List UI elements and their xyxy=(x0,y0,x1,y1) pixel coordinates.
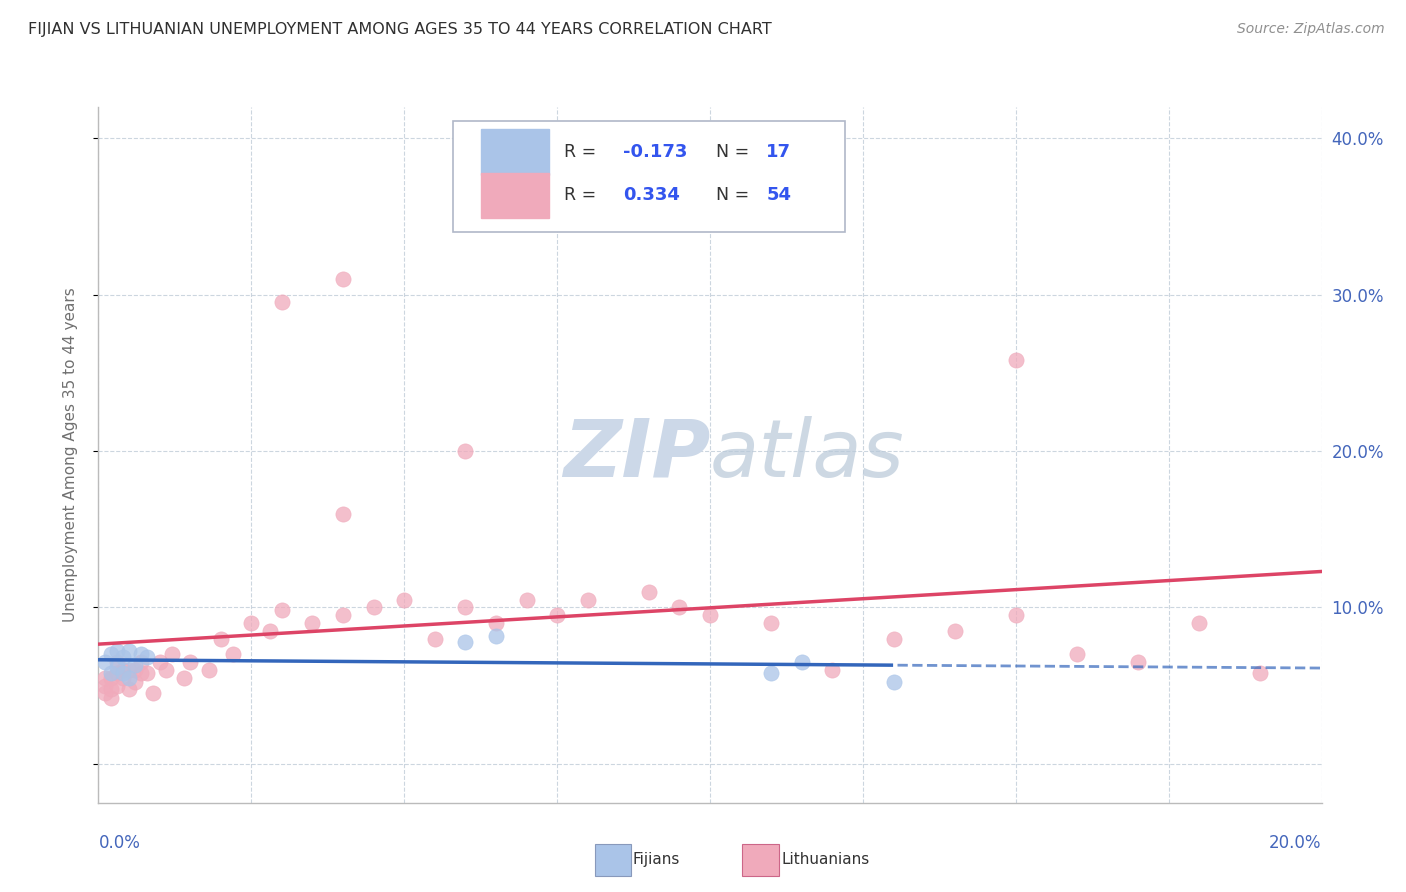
Point xyxy=(100,666,122,681)
Point xyxy=(129,655,152,669)
Point xyxy=(136,650,159,665)
Point xyxy=(516,592,538,607)
Point xyxy=(576,592,599,607)
Point xyxy=(111,663,134,677)
Text: Lithuanians: Lithuanians xyxy=(782,853,870,867)
Point xyxy=(699,608,721,623)
Text: FIJIAN VS LITHUANIAN UNEMPLOYMENT AMONG AGES 35 TO 44 YEARS CORRELATION CHART: FIJIAN VS LITHUANIAN UNEMPLOYMENT AMONG … xyxy=(28,22,772,37)
Point xyxy=(129,647,152,661)
Point xyxy=(637,584,661,599)
Point xyxy=(93,679,115,693)
Text: 54: 54 xyxy=(766,186,792,204)
Text: -0.173: -0.173 xyxy=(623,143,688,161)
Point xyxy=(118,644,141,658)
Point xyxy=(485,628,508,642)
Point xyxy=(118,663,141,677)
Point xyxy=(883,632,905,646)
Point xyxy=(100,691,122,706)
Point xyxy=(423,632,446,646)
Point xyxy=(240,615,263,630)
Text: N =: N = xyxy=(706,143,755,161)
Point xyxy=(100,681,122,696)
Point xyxy=(124,658,146,673)
Point xyxy=(111,671,134,685)
Point xyxy=(270,295,292,310)
Point xyxy=(173,671,195,685)
Point xyxy=(105,666,128,681)
Point xyxy=(160,647,183,661)
FancyBboxPatch shape xyxy=(481,173,548,219)
Point xyxy=(270,603,292,617)
Text: Fijians: Fijians xyxy=(633,853,681,867)
Point xyxy=(1004,353,1026,368)
Point xyxy=(1004,608,1026,623)
Point xyxy=(105,644,128,658)
Point xyxy=(118,681,141,696)
Point xyxy=(363,600,385,615)
Point xyxy=(332,507,354,521)
Point xyxy=(1128,655,1150,669)
Point xyxy=(209,632,232,646)
Point xyxy=(100,647,122,661)
Point xyxy=(454,444,477,458)
Point xyxy=(301,615,323,630)
Point xyxy=(668,600,690,615)
Point xyxy=(485,615,508,630)
Point xyxy=(105,660,128,674)
Point xyxy=(943,624,966,638)
Point xyxy=(93,686,115,700)
Text: R =: R = xyxy=(564,143,602,161)
Point xyxy=(118,671,141,685)
Point xyxy=(136,666,159,681)
Point xyxy=(883,675,905,690)
Point xyxy=(111,650,134,665)
Point xyxy=(142,686,165,700)
Point xyxy=(546,608,568,623)
Point xyxy=(1066,647,1088,661)
Point xyxy=(259,624,281,638)
Text: 0.334: 0.334 xyxy=(623,186,681,204)
Point xyxy=(790,655,813,669)
Point xyxy=(93,655,115,669)
Text: 0.0%: 0.0% xyxy=(98,834,141,852)
Point xyxy=(129,666,152,681)
Point xyxy=(155,663,177,677)
Point xyxy=(222,647,245,661)
Point xyxy=(149,655,172,669)
Point xyxy=(392,592,416,607)
Text: R =: R = xyxy=(564,186,602,204)
Point xyxy=(1188,615,1211,630)
FancyBboxPatch shape xyxy=(481,129,548,175)
Point xyxy=(124,675,146,690)
Point xyxy=(124,663,146,677)
Point xyxy=(93,671,115,685)
Point xyxy=(454,600,477,615)
Point xyxy=(179,655,201,669)
Text: ZIP: ZIP xyxy=(562,416,710,494)
Point xyxy=(1249,666,1271,681)
Point xyxy=(332,272,354,286)
Point xyxy=(454,634,477,648)
Text: 17: 17 xyxy=(766,143,792,161)
Text: Source: ZipAtlas.com: Source: ZipAtlas.com xyxy=(1237,22,1385,37)
Point xyxy=(105,655,128,669)
Point xyxy=(759,615,782,630)
Text: N =: N = xyxy=(706,186,755,204)
Point xyxy=(759,666,782,681)
Text: 20.0%: 20.0% xyxy=(1270,834,1322,852)
FancyBboxPatch shape xyxy=(453,121,845,232)
Y-axis label: Unemployment Among Ages 35 to 44 years: Unemployment Among Ages 35 to 44 years xyxy=(63,287,77,623)
Point xyxy=(332,608,354,623)
Point xyxy=(821,663,844,677)
Point xyxy=(100,671,122,685)
Point xyxy=(105,679,128,693)
Point xyxy=(197,663,219,677)
Point xyxy=(111,666,134,681)
Text: atlas: atlas xyxy=(710,416,905,494)
